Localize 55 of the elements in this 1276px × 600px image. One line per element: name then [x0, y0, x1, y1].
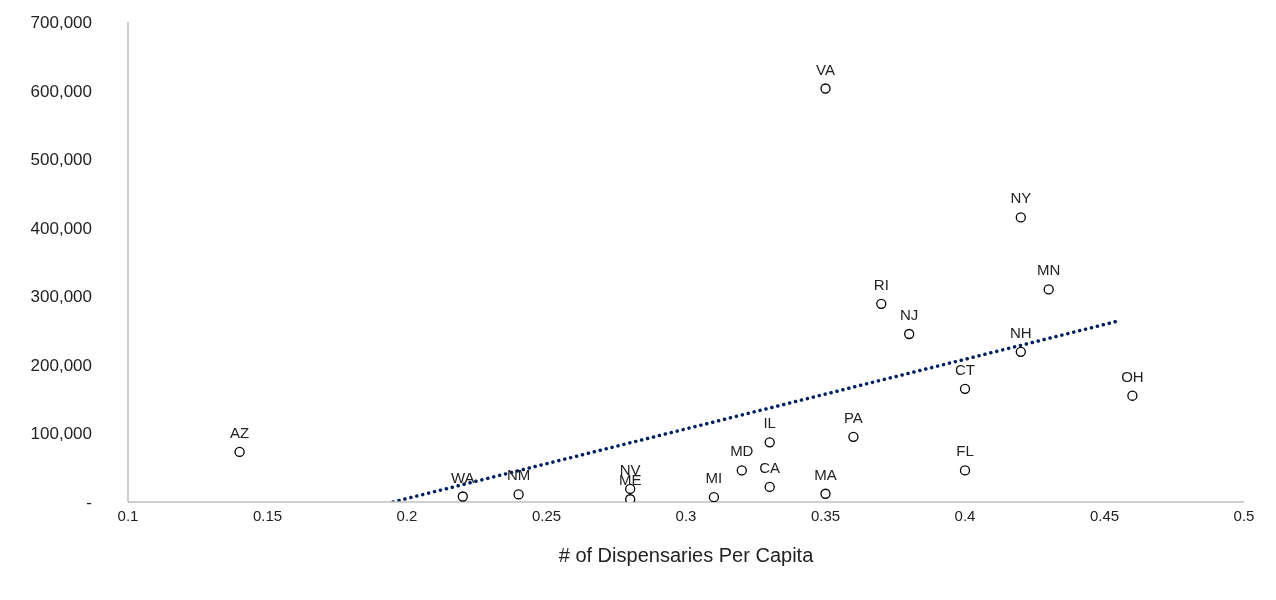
x-tick-label: 0.2 — [396, 506, 418, 524]
point — [820, 488, 831, 499]
annotation: OH — [1121, 367, 1144, 385]
annotation: CT — [955, 360, 975, 378]
point — [1127, 390, 1138, 401]
point — [764, 481, 775, 493]
point — [457, 491, 468, 502]
y-tick-label: 300,000 — [30, 287, 92, 307]
point — [848, 431, 859, 443]
point — [513, 489, 524, 500]
point — [959, 465, 971, 476]
y-tick-label: 400,000 — [30, 218, 92, 238]
point — [736, 465, 747, 476]
annotation: CA — [759, 458, 781, 476]
annotation: WA — [451, 468, 475, 486]
annotation: PA — [843, 408, 863, 426]
point — [764, 437, 775, 448]
annotation: MI — [705, 469, 723, 487]
y-tick-label: 700,000 — [30, 13, 92, 33]
annotation: IL — [763, 414, 776, 432]
y-tick-label: 600,000 — [30, 81, 92, 101]
x-tick-label: 0.5 — [1233, 506, 1255, 524]
x-tick-label: 0.35 — [810, 506, 841, 524]
point — [904, 328, 915, 340]
point — [959, 383, 971, 395]
annotation: MA — [814, 465, 837, 483]
annotation: VA — [816, 60, 835, 78]
annotation: RI — [873, 275, 889, 293]
x-tick-label: 0.25 — [531, 506, 562, 524]
x-axis-title: # of Dispensaries Per Capita — [558, 544, 815, 566]
annotation: MD — [730, 442, 754, 460]
annotation: NJ — [900, 306, 919, 323]
annotation: MN — [1037, 261, 1061, 279]
point — [820, 83, 831, 94]
point — [234, 446, 245, 458]
y-tick-label: - — [86, 493, 92, 513]
annotation: NH — [1009, 323, 1032, 341]
point — [1043, 284, 1054, 295]
point — [1015, 212, 1026, 223]
x-tick-label: 0.4 — [954, 506, 976, 524]
x-tick-label: 0.15 — [252, 506, 283, 524]
annotation: NM — [506, 466, 531, 484]
annotation: AZ — [230, 423, 250, 441]
annotation: FL — [956, 442, 974, 460]
point — [625, 494, 636, 502]
y-tick-label: 200,000 — [30, 355, 92, 375]
x-tick-label: 0.3 — [675, 506, 697, 524]
y-tick-label: 500,000 — [30, 150, 92, 170]
x-tick-label: 0.1 — [117, 506, 139, 524]
x-tick-label: 0.45 — [1089, 506, 1120, 524]
point — [708, 492, 720, 502]
annotation: NY — [1010, 189, 1032, 207]
point — [876, 298, 887, 309]
y-tick-label: 100,000 — [30, 424, 92, 444]
point — [1015, 346, 1026, 357]
